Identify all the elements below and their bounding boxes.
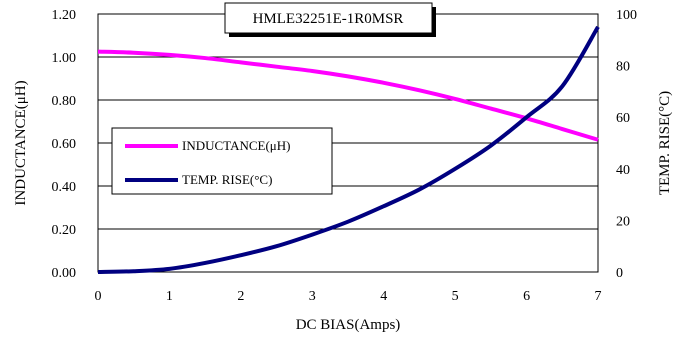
- y-right-axis-title: TEMP. RISE(°C): [657, 91, 673, 195]
- y-right-tick-label: 20: [616, 214, 630, 229]
- title-box: HMLE32251E-1R0MSR: [224, 2, 436, 37]
- y-left-tick-label: 0.00: [52, 266, 77, 281]
- x-tick-label: 3: [309, 289, 316, 304]
- chart-title: HMLE32251E-1R0MSR: [253, 11, 404, 27]
- y-right-tick-label: 60: [616, 111, 630, 126]
- series-lines: [97, 25, 600, 274]
- y-left-tick-label: 0.80: [52, 94, 77, 109]
- y-left-tick-label: 0.20: [52, 223, 77, 238]
- x-tick-label: 1: [166, 289, 173, 304]
- y-right-tick-label: 100: [616, 8, 637, 23]
- legend-label-inductance: INDUCTANCE(μH): [182, 138, 290, 153]
- y-left-tick-label: 0.60: [52, 137, 77, 152]
- y-left-tick-label: 0.40: [52, 180, 77, 195]
- series-line-temp-rise: [97, 25, 600, 274]
- y-right-tick-label: 40: [616, 163, 630, 178]
- y-right-tick-label: 80: [616, 60, 630, 75]
- x-axis-title: DC BIAS(Amps): [296, 317, 401, 333]
- legend-label-temp-rise: TEMP. RISE(°C): [182, 172, 272, 187]
- x-tick-label: 5: [452, 289, 459, 304]
- y-left-axis-title: INDUCTANCE(μH): [13, 80, 29, 205]
- tick-labels: 0 1 2 3 4 5 6 7 0.00 0.20 0.40 0.60 0.80 1.00 1.20 0 20 4…: [52, 8, 638, 304]
- x-tick-label: 7: [595, 289, 602, 304]
- x-tick-label: 4: [380, 289, 387, 304]
- x-tick-label: 6: [523, 289, 530, 304]
- x-tick-label: 2: [237, 289, 244, 304]
- series-line-inductance: [97, 49, 599, 142]
- legend-box: [111, 127, 333, 195]
- y-left-tick-label: 1.20: [52, 8, 77, 23]
- x-tick-label: 0: [95, 289, 102, 304]
- legend: INDUCTANCE(μH) TEMP. RISE(°C): [111, 127, 333, 195]
- y-left-tick-label: 1.00: [52, 51, 77, 66]
- y-right-tick-label: 0: [616, 266, 623, 281]
